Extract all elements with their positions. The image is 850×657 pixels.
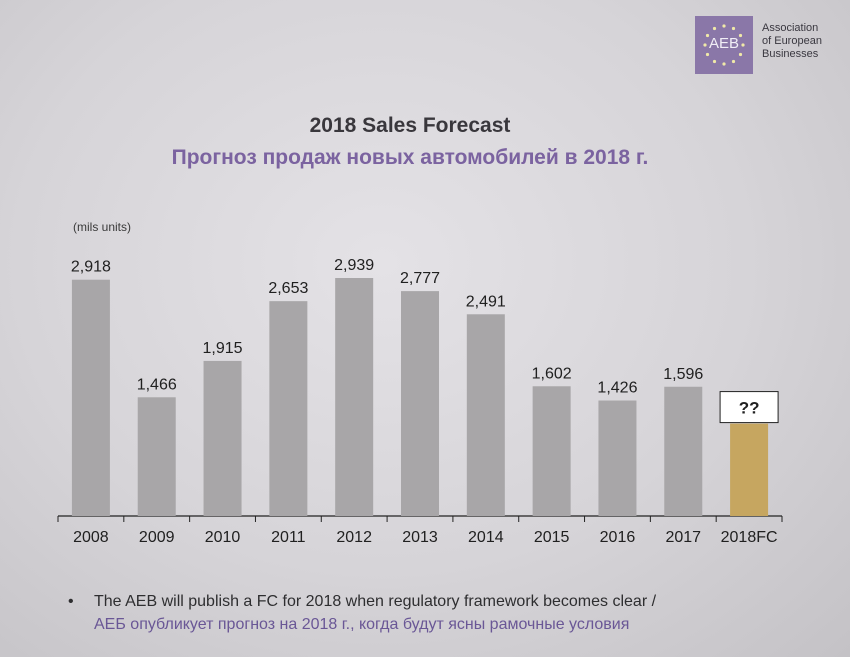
- x-tick-label-2009: 2009: [139, 529, 175, 546]
- footnote-text-ru: АЕБ опубликует прогноз на 2018 г., когда…: [94, 616, 630, 633]
- data-label-2016: 1,426: [597, 380, 637, 397]
- footnote-text-en: The AEB will publish a FC for 2018 when …: [94, 593, 657, 610]
- bar-2015: [532, 386, 571, 516]
- data-label-2013: 2,777: [400, 270, 440, 287]
- bullet-icon: •: [68, 593, 74, 610]
- bar-2013: [401, 291, 439, 516]
- logo-abbreviation: AEB: [708, 35, 739, 52]
- bar-2010: [203, 360, 242, 516]
- logo-name-line: Businesses: [762, 48, 819, 60]
- data-label-2018FC: ??: [739, 399, 760, 418]
- data-label-2009: 1,466: [137, 376, 177, 393]
- data-label-2011: 2,653: [268, 280, 308, 297]
- bar-2016: [598, 400, 637, 516]
- logo-name: Association of European Businesses: [762, 22, 847, 61]
- x-tick-label-2015: 2015: [534, 529, 570, 546]
- data-label-2008: 2,918: [71, 259, 111, 276]
- x-tick-label-2014: 2014: [468, 529, 504, 546]
- bar-2018FC: [730, 423, 769, 516]
- x-tick-label-2018FC: 2018FC: [721, 529, 778, 546]
- data-label-2010: 1,915: [203, 340, 243, 357]
- eu-stars-icon: [703, 24, 745, 66]
- x-tick-label-2016: 2016: [600, 529, 636, 546]
- bar-2017: [664, 386, 703, 516]
- aeb-logo: AEB Association of European Businesses: [695, 16, 845, 78]
- bar-2011: [269, 301, 308, 516]
- data-label-2017: 1,596: [663, 366, 703, 383]
- logo-name-line: Association: [762, 22, 819, 34]
- x-tick-label-2011: 2011: [271, 529, 306, 546]
- x-tick-label-2017: 2017: [665, 529, 701, 546]
- logo-name-line: of European: [762, 35, 822, 47]
- x-tick-label-2008: 2008: [73, 529, 109, 546]
- bar-2014: [466, 314, 505, 516]
- bar-2012: [335, 278, 374, 516]
- bar-2008: [71, 279, 110, 516]
- data-label-2014: 2,491: [466, 293, 506, 310]
- forecast-placeholder-box: [719, 391, 779, 424]
- chart-subtitle: Прогноз продаж новых автомобилей в 2018 …: [171, 146, 649, 169]
- bar-2009: [137, 397, 176, 516]
- unit-label: (mils units): [73, 220, 132, 234]
- chart-title: 2018 Sales Forecast: [309, 114, 511, 137]
- x-tick-label-2010: 2010: [205, 529, 241, 546]
- x-tick-label-2013: 2013: [402, 529, 438, 546]
- data-label-2015: 1,602: [532, 365, 572, 382]
- aeb-logo-mark: AEB: [695, 16, 753, 74]
- data-label-2012: 2,939: [334, 257, 374, 274]
- x-tick-label-2012: 2012: [336, 529, 372, 546]
